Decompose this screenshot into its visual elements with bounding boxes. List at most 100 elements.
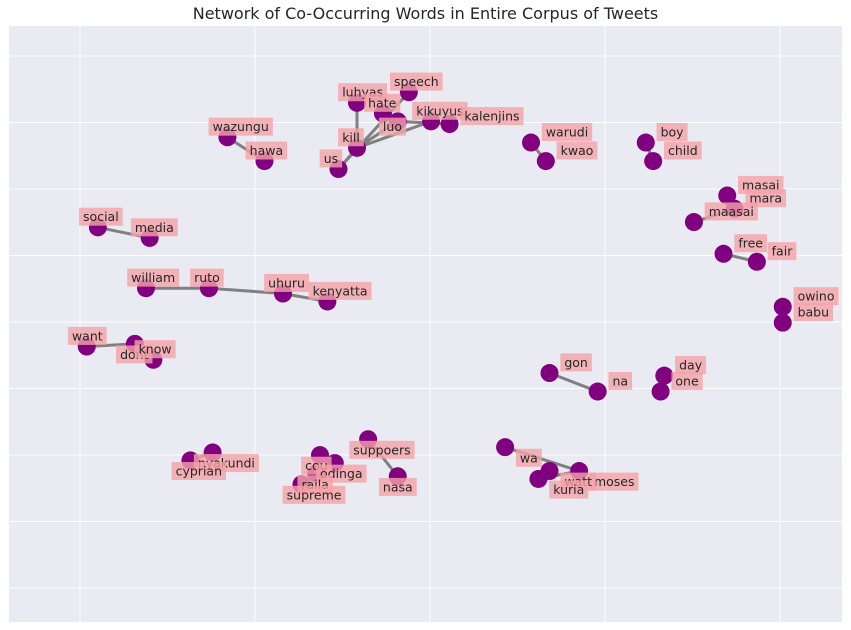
label-text: na xyxy=(612,373,628,388)
label-text: gon xyxy=(564,355,588,370)
label-text: luo xyxy=(383,119,402,134)
label-text: cyprian xyxy=(176,464,222,479)
label-text: nasa xyxy=(383,479,413,494)
label-social: social xyxy=(79,207,123,226)
label-box xyxy=(608,371,633,390)
edge-ruto-uhuru xyxy=(207,286,285,296)
label-box xyxy=(308,281,372,300)
label-william: william xyxy=(127,268,180,287)
label-cyprian: cyprian xyxy=(171,462,227,481)
label-text: want xyxy=(72,328,103,343)
label-hawa: hawa xyxy=(245,141,288,160)
label-kuria: kuria xyxy=(549,480,589,499)
label-box xyxy=(127,268,180,287)
label-text: social xyxy=(83,209,119,224)
node-gon xyxy=(540,364,559,383)
label-box xyxy=(134,340,176,359)
node-kuria xyxy=(529,469,548,488)
label-text: suppoers xyxy=(353,442,410,457)
label-kenyatta: kenyatta xyxy=(308,281,372,300)
label-box xyxy=(171,462,227,481)
label-text: us xyxy=(324,151,338,166)
label-gon: gon xyxy=(560,353,592,372)
label-text: child xyxy=(668,143,698,158)
label-box xyxy=(79,207,123,226)
node-kwao xyxy=(536,152,555,171)
label-kill: kill xyxy=(338,128,364,147)
label-text: media xyxy=(135,220,174,235)
label-text: speech xyxy=(394,74,439,89)
label-know: know xyxy=(134,340,176,359)
node-owino xyxy=(773,297,792,316)
label-box xyxy=(412,101,468,120)
label-text: day xyxy=(679,358,703,373)
label-box xyxy=(560,353,592,372)
label-text: william xyxy=(131,270,175,285)
label-box xyxy=(793,287,839,306)
label-warudi: warudi xyxy=(541,122,593,141)
node-babu xyxy=(773,313,792,332)
label-text: mara xyxy=(749,191,782,206)
label-babu: babu xyxy=(793,303,834,322)
node-day xyxy=(655,366,674,385)
label-owino: owino xyxy=(793,287,839,306)
label-box xyxy=(589,472,639,491)
node-one xyxy=(651,382,670,401)
label-speech: speech xyxy=(390,72,443,91)
label-day: day xyxy=(675,356,707,375)
label-box xyxy=(349,440,415,459)
label-box xyxy=(549,480,589,499)
label-text: warudi xyxy=(546,124,588,139)
label-box xyxy=(364,93,401,112)
label-box xyxy=(541,122,593,141)
label-box xyxy=(67,326,107,345)
label-text: kwao xyxy=(561,143,594,158)
chart-title: Network of Co-Occurring Words in Entire … xyxy=(192,4,659,23)
label-text: wa xyxy=(520,450,538,465)
label-text: kikuyus xyxy=(416,103,463,118)
label-text: masai xyxy=(742,177,779,192)
node-na xyxy=(588,382,607,401)
label-wazungu: wazungu xyxy=(208,117,273,136)
label-box xyxy=(656,122,688,141)
node-masai xyxy=(718,186,737,205)
label-box xyxy=(378,477,417,496)
label-box xyxy=(319,149,343,168)
label-box xyxy=(282,485,346,504)
label-text: boy xyxy=(661,124,685,139)
label-kikuyus: kikuyus xyxy=(412,101,468,120)
label-one: one xyxy=(671,371,703,390)
node-boy xyxy=(636,133,655,152)
label-wa: wa xyxy=(515,448,542,467)
label-box xyxy=(704,202,758,221)
label-text: know xyxy=(139,342,172,357)
label-text: kalenjins xyxy=(464,109,519,124)
label-nasa: nasa xyxy=(378,477,417,496)
label-boy: boy xyxy=(656,122,688,141)
label-text: uhuru xyxy=(268,275,305,290)
node-free xyxy=(714,244,733,263)
label-box xyxy=(793,303,834,322)
node-maasai xyxy=(684,213,703,232)
label-text: hate xyxy=(368,95,396,110)
label-box xyxy=(515,448,542,467)
label-free: free xyxy=(734,234,767,253)
label-box xyxy=(378,117,406,136)
label-supreme: supreme xyxy=(282,485,346,504)
label-fair: fair xyxy=(767,242,797,261)
label-box xyxy=(675,356,707,375)
label-text: free xyxy=(738,236,763,251)
node-warudi xyxy=(522,133,541,152)
label-text: kenyatta xyxy=(313,283,368,298)
label-maasai: maasai xyxy=(704,202,758,221)
label-uhuru: uhuru xyxy=(264,273,309,292)
label-us: us xyxy=(319,149,343,168)
label-box xyxy=(671,371,703,390)
label-kwao: kwao xyxy=(556,141,598,160)
label-text: kuria xyxy=(553,482,584,497)
label-box xyxy=(460,107,524,126)
label-text: fair xyxy=(772,244,794,259)
label-box xyxy=(663,141,702,160)
